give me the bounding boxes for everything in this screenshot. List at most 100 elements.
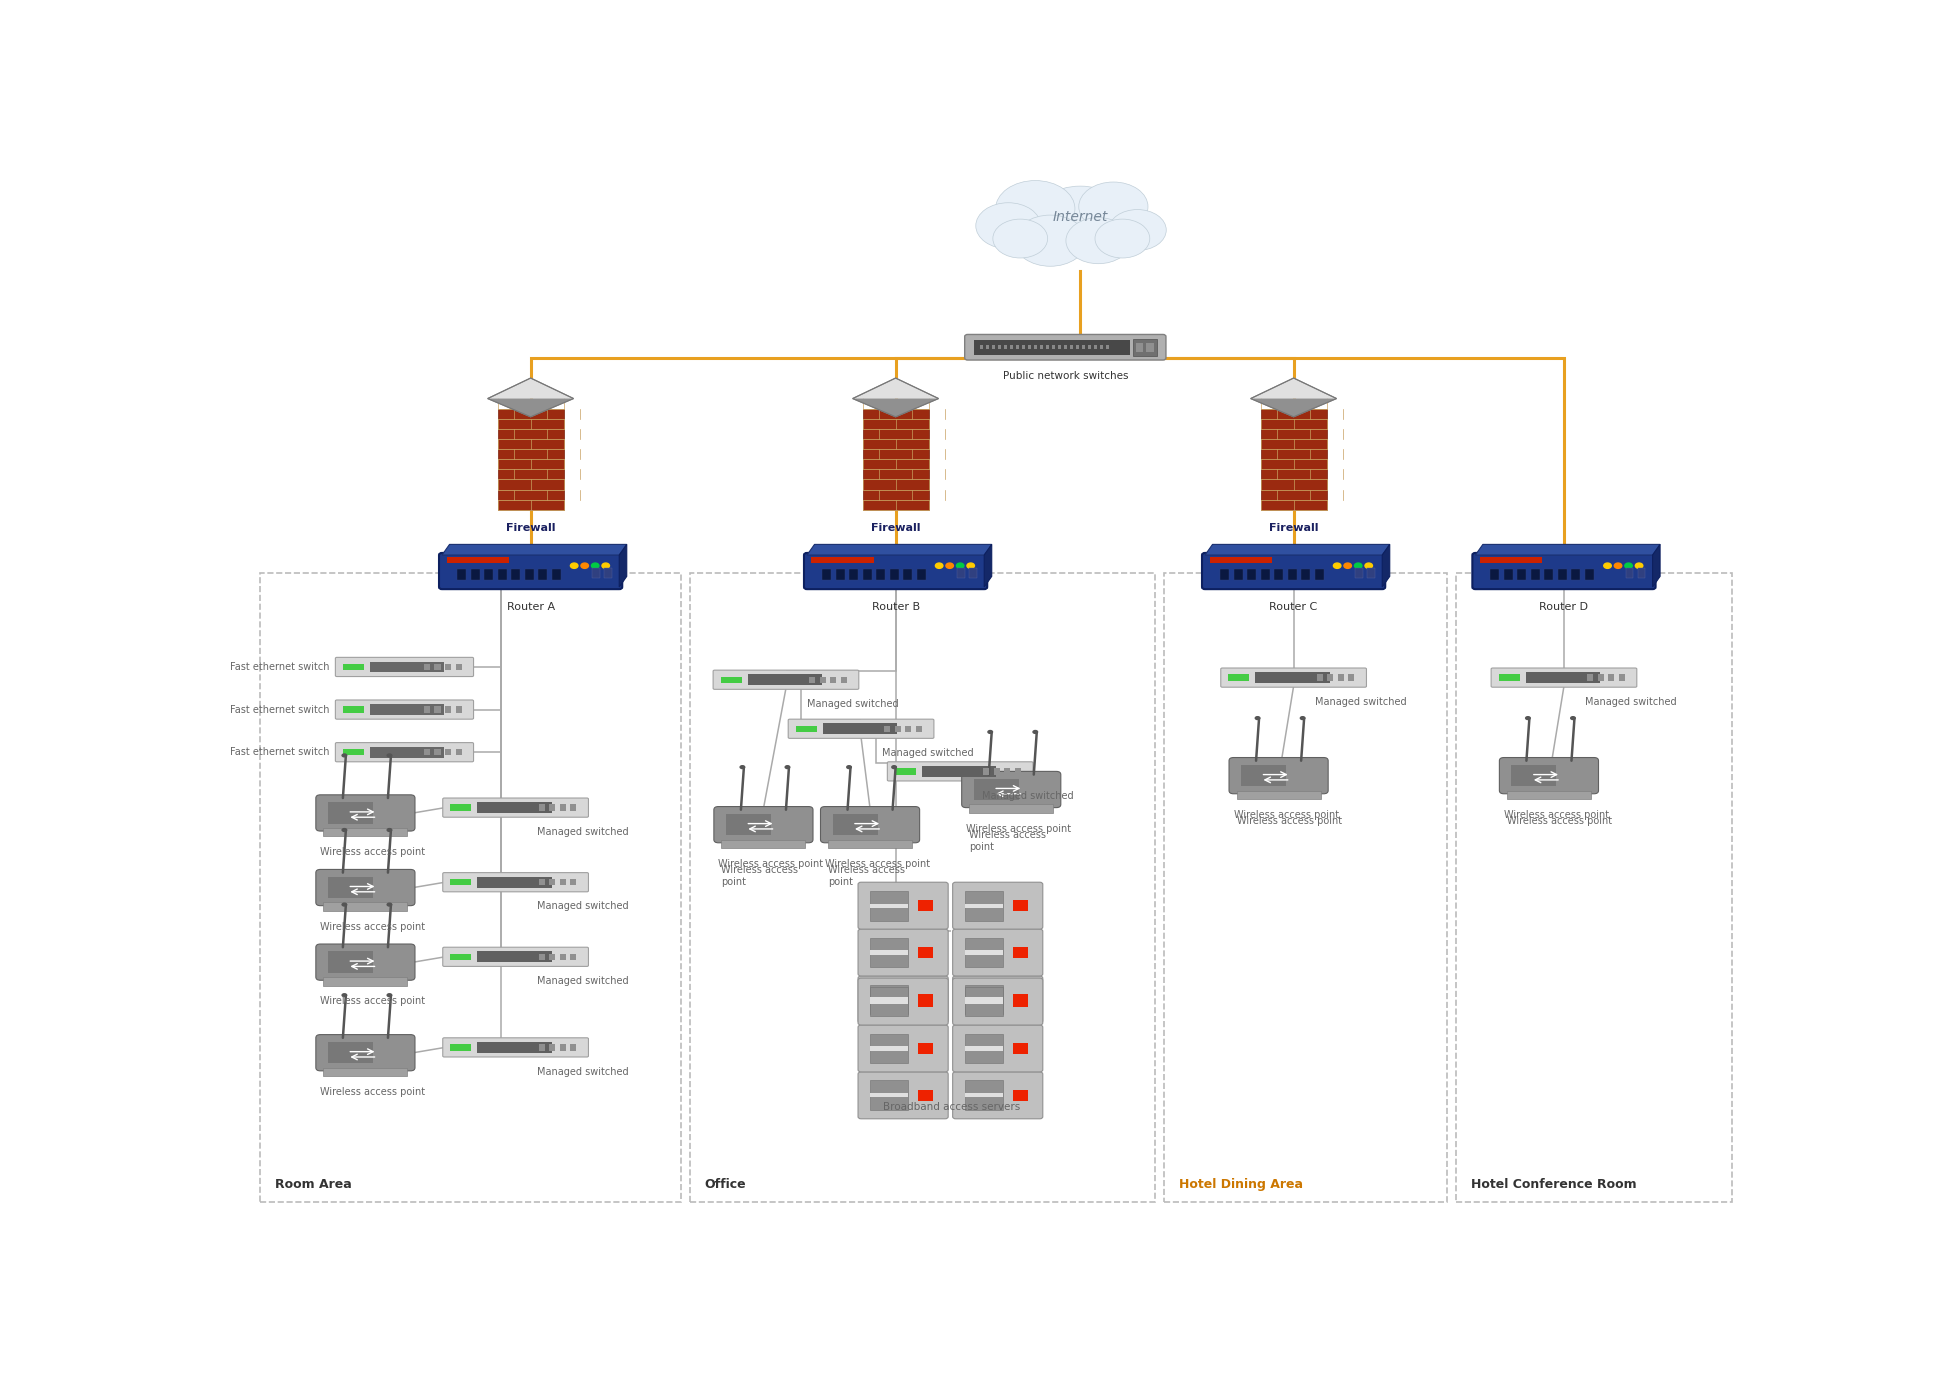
FancyBboxPatch shape (442, 873, 589, 891)
Bar (1260, 569, 1269, 580)
Bar (870, 987, 907, 1016)
Bar (570, 879, 576, 886)
Text: Wireless access
point: Wireless access point (969, 830, 1047, 851)
Bar (1014, 996, 1027, 1008)
Bar (1229, 674, 1250, 681)
Bar (1512, 765, 1556, 786)
Circle shape (1033, 185, 1128, 253)
Bar (965, 891, 1002, 920)
Bar (1498, 674, 1519, 681)
Text: Broadband access servers: Broadband access servers (882, 1102, 1019, 1111)
Bar (570, 804, 576, 811)
Circle shape (1624, 563, 1632, 569)
Bar (1525, 673, 1601, 682)
Bar (833, 814, 878, 836)
Polygon shape (1205, 544, 1390, 555)
Bar (593, 567, 599, 579)
Bar (862, 408, 928, 509)
Bar (998, 345, 1000, 349)
Text: Wireless access point: Wireless access point (967, 823, 1072, 833)
Bar (446, 558, 508, 562)
Circle shape (847, 765, 853, 770)
Bar (748, 674, 822, 685)
Circle shape (1570, 716, 1576, 720)
FancyBboxPatch shape (1490, 668, 1638, 688)
Circle shape (570, 563, 578, 569)
Bar (525, 569, 533, 580)
FancyBboxPatch shape (335, 700, 473, 720)
Bar (1081, 345, 1085, 349)
Bar (919, 947, 934, 958)
Circle shape (1095, 219, 1149, 257)
Circle shape (992, 219, 1048, 257)
FancyBboxPatch shape (859, 976, 948, 1023)
Bar (965, 1093, 1002, 1098)
Bar (1260, 408, 1328, 509)
Circle shape (1525, 716, 1531, 720)
Bar (552, 569, 560, 580)
Bar (919, 996, 934, 1008)
Bar (1233, 569, 1242, 580)
Bar (539, 954, 545, 960)
Bar (965, 999, 1002, 1003)
Bar (370, 747, 444, 757)
Bar (1256, 673, 1329, 682)
Bar (810, 677, 816, 682)
Bar (446, 706, 452, 713)
Circle shape (1333, 563, 1341, 569)
Bar (983, 768, 990, 775)
FancyBboxPatch shape (1500, 757, 1599, 794)
Circle shape (1614, 563, 1622, 569)
Text: Managed switched: Managed switched (1585, 696, 1676, 707)
Circle shape (341, 902, 347, 907)
Bar (870, 904, 907, 908)
Bar (812, 558, 874, 562)
Bar (539, 804, 545, 811)
Circle shape (946, 563, 953, 569)
Text: Managed switched: Managed switched (882, 747, 975, 758)
Bar (828, 840, 913, 848)
FancyBboxPatch shape (1229, 757, 1328, 794)
Bar (477, 803, 552, 812)
Circle shape (1033, 729, 1039, 734)
Circle shape (581, 563, 589, 569)
Text: Firewall: Firewall (870, 523, 921, 533)
Bar (1016, 768, 1021, 775)
Bar (1014, 1091, 1027, 1100)
Bar (965, 904, 1002, 908)
Text: Wireless access point: Wireless access point (320, 996, 426, 1006)
Bar (570, 954, 576, 960)
FancyBboxPatch shape (859, 882, 948, 929)
Bar (570, 1044, 576, 1050)
Circle shape (603, 563, 609, 569)
Bar (343, 664, 364, 670)
Bar (1490, 569, 1500, 580)
FancyBboxPatch shape (442, 799, 589, 817)
Bar (994, 768, 1000, 775)
Text: Office: Office (705, 1178, 746, 1192)
Bar (560, 1044, 566, 1050)
Bar (1004, 345, 1006, 349)
Bar (455, 706, 461, 713)
Text: Managed switched: Managed switched (1316, 696, 1407, 707)
Bar (919, 1091, 934, 1100)
Circle shape (591, 563, 599, 569)
Bar (1004, 768, 1010, 775)
Polygon shape (1475, 544, 1661, 555)
Circle shape (1109, 209, 1167, 251)
FancyBboxPatch shape (440, 554, 622, 590)
Bar (498, 569, 506, 580)
Bar (1481, 558, 1543, 562)
Bar (1508, 790, 1591, 799)
Bar (992, 345, 994, 349)
Text: Fast ethernet switch: Fast ethernet switch (231, 747, 329, 757)
Bar (1273, 569, 1283, 580)
Text: Wireless access
point: Wireless access point (721, 865, 798, 887)
Bar (969, 804, 1054, 812)
Bar (820, 677, 826, 682)
Circle shape (341, 994, 347, 998)
Text: Managed switched: Managed switched (808, 699, 899, 709)
Circle shape (1066, 217, 1130, 264)
Bar (539, 879, 545, 886)
Bar (1134, 339, 1157, 356)
